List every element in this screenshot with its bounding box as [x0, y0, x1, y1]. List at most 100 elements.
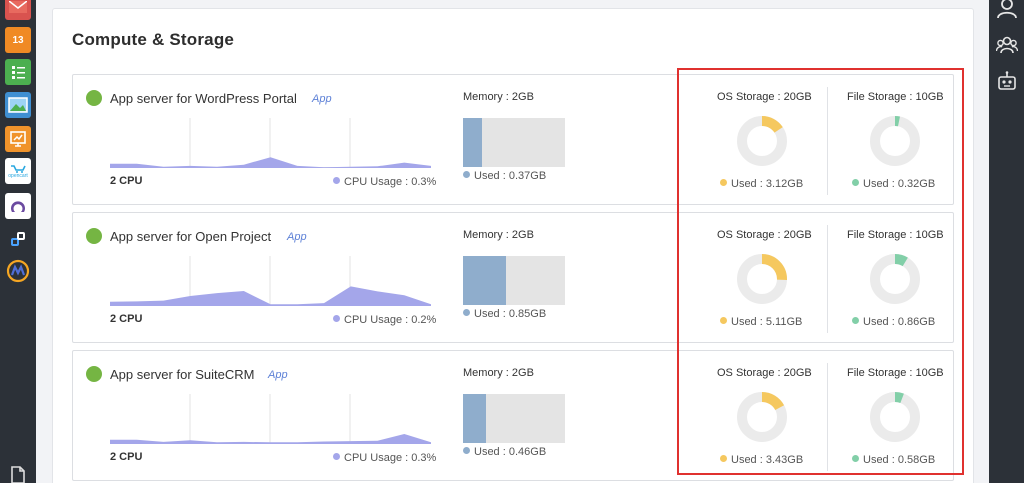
status-dot [86, 228, 102, 244]
cpu-count-label: 2 CPU [110, 313, 143, 325]
os-used-text: Used : 5.11GB [731, 316, 803, 328]
memory-label: Memory : 2GB [463, 91, 534, 103]
os-storage-label: OS Storage : 20GB [717, 229, 812, 241]
donut-used-arc [870, 392, 920, 442]
file-used-legend: Used : 0.58GB [852, 454, 935, 466]
cpu-usage-chart [110, 256, 431, 306]
donut-used-arc [870, 254, 920, 304]
memory-used-fill [463, 256, 507, 305]
memory-legend-dot [463, 171, 470, 178]
cpu-usage-chart [110, 394, 431, 444]
os-storage-label: OS Storage : 20GB [717, 91, 812, 103]
memory-bar [463, 394, 565, 443]
file-used-text: Used : 0.32GB [863, 178, 936, 190]
os-legend-dot [720, 455, 727, 462]
photos-icon[interactable] [5, 92, 31, 118]
document-icon[interactable] [5, 462, 31, 483]
calendar-day: 13 [12, 34, 24, 46]
memory-used-fill [463, 118, 482, 167]
memory-label: Memory : 2GB [463, 367, 534, 379]
memory-used-text: Used : 0.46GB [474, 446, 547, 458]
os-storage-label: OS Storage : 20GB [717, 367, 812, 379]
file-used-legend: Used : 0.86GB [852, 316, 935, 328]
memory-used-legend: Used : 0.37GB [463, 170, 546, 182]
status-dot [86, 366, 102, 382]
os-legend-dot [720, 317, 727, 324]
mautic-icon[interactable] [5, 258, 31, 284]
server-row: App server for Open Project App 2 CPU CPU U… [72, 212, 954, 343]
storage-column-divider [827, 87, 828, 195]
cpu-usage-chart [110, 118, 431, 168]
os-used-text: Used : 3.12GB [731, 178, 804, 190]
memory-used-legend: Used : 0.85GB [463, 308, 546, 320]
os-used-legend: Used : 5.11GB [720, 316, 802, 328]
storage-column-divider [827, 225, 828, 333]
cpu-usage-legend: CPU Usage : 0.3% [333, 176, 436, 188]
cpu-legend-dot [333, 453, 340, 460]
checklist-icon[interactable] [5, 59, 31, 85]
os-used-legend: Used : 3.12GB [720, 178, 803, 190]
cpu-usage-legend: CPU Usage : 0.3% [333, 452, 436, 464]
os-used-legend: Used : 3.43GB [720, 454, 803, 466]
donut-used-arc [870, 116, 920, 166]
cpu-usage-text: CPU Usage : 0.3% [344, 452, 437, 464]
file-legend-dot [852, 317, 859, 324]
right-sidebar [989, 0, 1024, 483]
memory-bar [463, 256, 565, 305]
os-storage-donut [737, 392, 787, 442]
memory-legend-dot [463, 309, 470, 316]
opencart-icon[interactable]: opencart [5, 158, 31, 184]
link-icon[interactable] [5, 226, 31, 252]
opencart-label: opencart [8, 172, 28, 179]
server-name: App server for SuiteCRM [110, 367, 255, 382]
donut-used-arc [737, 116, 787, 166]
storage-highlight-box [677, 68, 964, 475]
memory-used-text: Used : 0.85GB [474, 308, 547, 320]
file-legend-dot [852, 455, 859, 462]
app-launcher-sidebar: 13 opencart [0, 0, 36, 483]
os-used-text: Used : 3.43GB [731, 454, 804, 466]
cpu-count-label: 2 CPU [110, 451, 143, 463]
cpu-usage-area [110, 434, 431, 444]
status-dot [86, 90, 102, 106]
donut-used-arc [737, 392, 787, 442]
file-storage-donut [870, 254, 920, 304]
server-name: App server for Open Project [110, 229, 272, 244]
os-storage-donut [737, 116, 787, 166]
file-legend-dot [852, 179, 859, 186]
file-storage-donut [870, 392, 920, 442]
memory-legend-dot [463, 447, 470, 454]
crescent-icon[interactable] [5, 193, 31, 219]
mail-icon[interactable] [5, 0, 31, 20]
file-storage-donut [870, 116, 920, 166]
storage-column-divider [827, 363, 828, 471]
file-used-text: Used : 0.58GB [863, 454, 936, 466]
donut-used-arc [737, 254, 787, 304]
cpu-count-label: 2 CPU [110, 175, 143, 187]
cpu-legend-dot [333, 315, 340, 322]
memory-used-fill [463, 394, 487, 443]
memory-used-legend: Used : 0.46GB [463, 446, 546, 458]
file-used-text: Used : 0.86GB [863, 316, 936, 328]
cpu-usage-text: CPU Usage : 0.2% [344, 314, 437, 326]
cpu-usage-area [110, 286, 431, 306]
cpu-usage-text: CPU Usage : 0.3% [344, 176, 437, 188]
file-storage-label: File Storage : 10GB [847, 229, 944, 241]
compute-storage-card: Compute & Storage App server for WordPre… [52, 8, 974, 483]
server-row: App server for SuiteCRM App 2 CPU CPU Usage… [72, 350, 954, 481]
cpu-usage-legend: CPU Usage : 0.2% [333, 314, 436, 326]
presentation-icon[interactable] [5, 126, 31, 152]
robot-icon[interactable] [996, 70, 1018, 92]
server-row: App server for WordPress Portal App 2 CPU C… [72, 74, 954, 205]
user-icon[interactable] [996, 0, 1018, 19]
memory-bar [463, 118, 565, 167]
server-name: App server for WordPress Portal [110, 91, 297, 106]
team-icon[interactable] [996, 34, 1018, 56]
cpu-legend-dot [333, 177, 340, 184]
app-tag: App [287, 231, 307, 243]
app-tag: App [268, 369, 288, 381]
file-used-legend: Used : 0.32GB [852, 178, 935, 190]
calendar-icon[interactable]: 13 [5, 27, 31, 53]
file-storage-label: File Storage : 10GB [847, 91, 944, 103]
os-storage-donut [737, 254, 787, 304]
